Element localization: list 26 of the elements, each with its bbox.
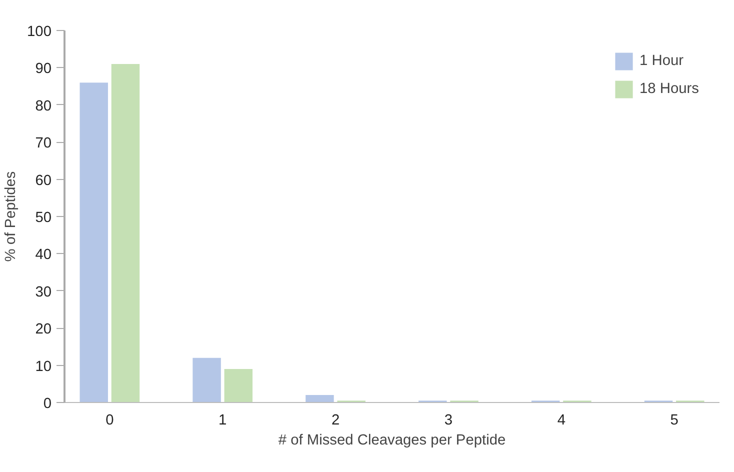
- y-tick-label: 90: [35, 61, 52, 78]
- x-axis-title: # of Missed Cleavages per Peptide: [278, 432, 506, 448]
- y-axis-title: % of Peptides: [3, 171, 20, 262]
- bar: [306, 395, 334, 402]
- bar: [192, 358, 221, 402]
- x-tick-label: 0: [106, 412, 114, 428]
- x-tick-label: 4: [557, 412, 566, 428]
- bar: [111, 64, 140, 402]
- x-tick-label: 5: [670, 412, 678, 428]
- bar: [80, 82, 108, 402]
- y-tick-label: 50: [35, 210, 52, 226]
- y-tick-label: 60: [35, 172, 52, 189]
- legend-label: 1 Hour: [640, 53, 684, 69]
- y-tick-label: 100: [27, 24, 52, 40]
- y-tick-label: 70: [35, 136, 52, 152]
- y-tick-label: 80: [35, 98, 52, 114]
- y-tick-label: 30: [35, 284, 52, 300]
- bar: [224, 369, 253, 402]
- y-tick-label: 20: [35, 322, 52, 338]
- legend-label: 18 Hours: [640, 81, 699, 97]
- x-tick-label: 1: [218, 412, 227, 428]
- x-tick-label: 3: [444, 412, 453, 428]
- y-tick-label: 10: [35, 358, 52, 375]
- x-tick-label: 2: [331, 412, 340, 428]
- y-tick-label: 0: [43, 396, 52, 412]
- y-tick-label: 40: [35, 247, 52, 264]
